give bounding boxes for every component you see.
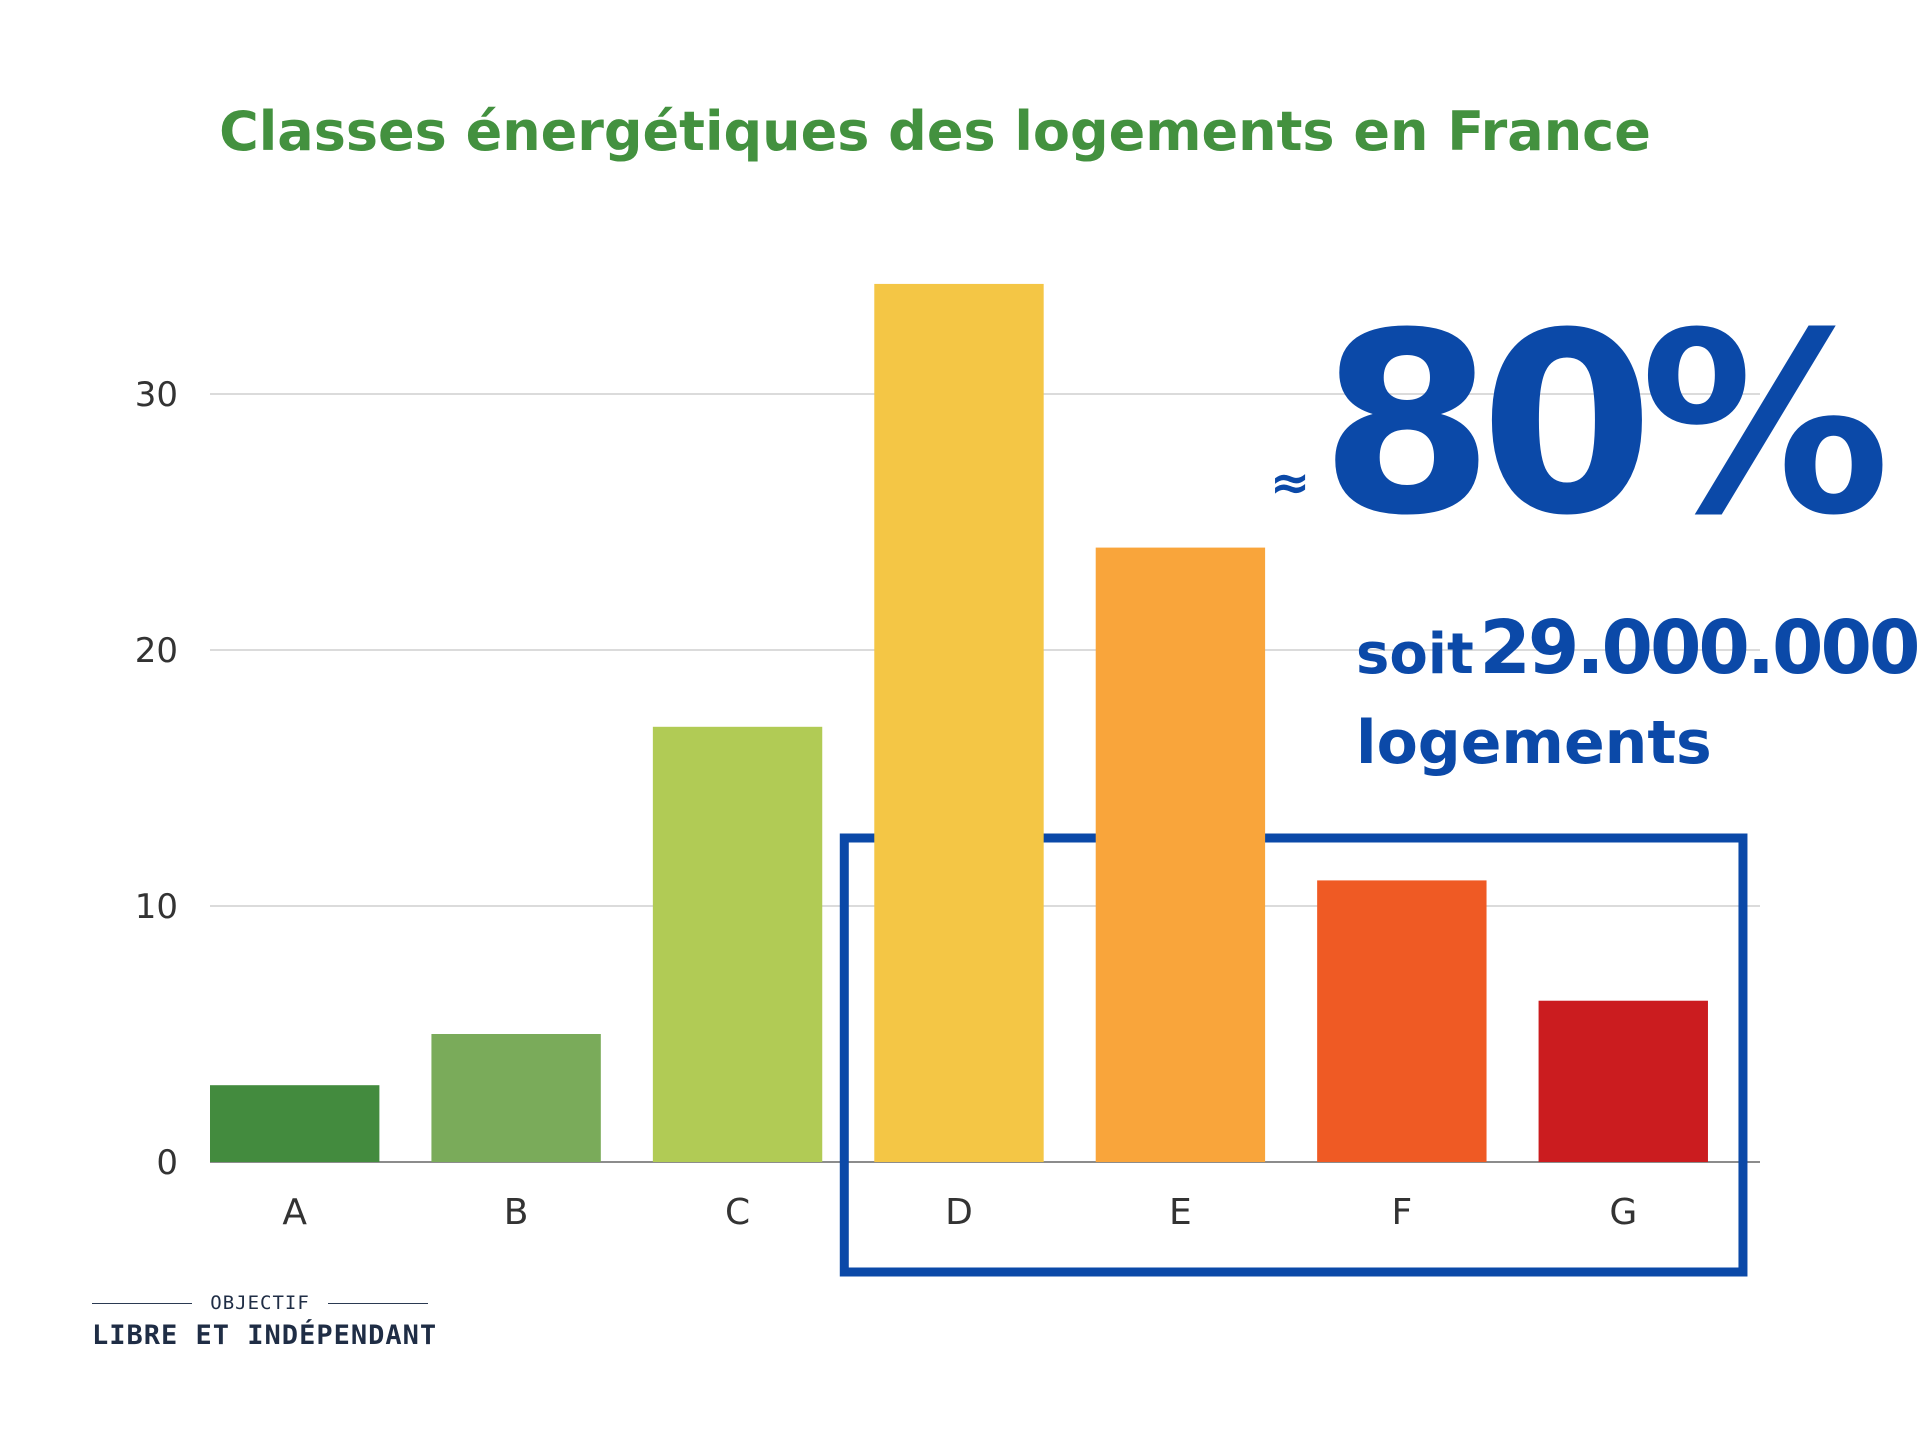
x-tick-label-A: A: [282, 1192, 307, 1233]
x-axis-labels: A B C D E F G: [282, 1192, 1637, 1233]
households-word: logements: [1356, 708, 1712, 778]
bar-E: [1095, 547, 1266, 1162]
x-tick-label-G: G: [1609, 1192, 1637, 1233]
bar-C: [652, 726, 823, 1162]
households-number: 29.000.000: [1479, 605, 1920, 691]
x-tick-label-E: E: [1169, 1192, 1192, 1233]
bar-G: [1538, 1000, 1708, 1162]
y-tick-label: 30: [135, 375, 178, 415]
logo-rule-right: [327, 1302, 429, 1304]
bar-B: [431, 1034, 601, 1162]
households-count-line: soit 29.000.000: [1356, 605, 1920, 691]
y-axis-ticks: 0 10 20 30: [135, 375, 178, 1183]
logo-rule-left: [92, 1302, 193, 1304]
percent-callout: 80%: [1320, 279, 1890, 570]
y-tick-label: 20: [135, 631, 178, 671]
brand-logo: OBJECTIF LIBRE ET INDÉPENDANT: [92, 1292, 438, 1351]
x-tick-label-B: B: [504, 1192, 529, 1233]
x-tick-label-C: C: [725, 1192, 750, 1233]
x-tick-label-D: D: [945, 1192, 973, 1233]
bar-A: [210, 1085, 380, 1162]
bar-D: [874, 283, 1044, 1162]
y-tick-label: 0: [156, 1143, 178, 1183]
bars: [210, 283, 1708, 1162]
approx-symbol: ≈: [1270, 455, 1311, 511]
x-tick-label-F: F: [1391, 1192, 1412, 1233]
logo-top-text: OBJECTIF: [210, 1292, 310, 1314]
chart-title: Classes énergétiques des logements en Fr…: [219, 100, 1651, 163]
bar-F: [1317, 880, 1487, 1162]
logo-main-text: LIBRE ET INDÉPENDANT: [92, 1320, 438, 1351]
soit-word: soit: [1356, 622, 1474, 687]
highlight-box: [839, 833, 1748, 1277]
y-tick-label: 10: [135, 887, 178, 927]
